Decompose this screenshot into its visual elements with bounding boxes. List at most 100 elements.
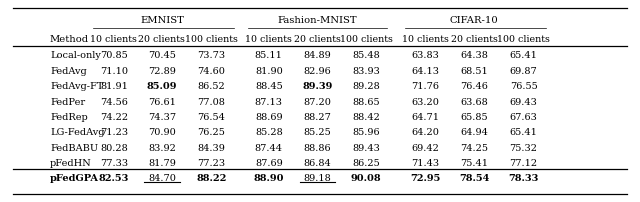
- Text: LG-FedAvg: LG-FedAvg: [50, 128, 104, 137]
- Text: 88.42: 88.42: [352, 112, 380, 121]
- Text: 84.89: 84.89: [303, 51, 332, 60]
- Text: 82.96: 82.96: [303, 66, 332, 75]
- Text: 76.25: 76.25: [197, 128, 225, 137]
- Text: 89.28: 89.28: [352, 82, 380, 91]
- Text: 75.32: 75.32: [509, 143, 538, 152]
- Text: 84.39: 84.39: [197, 143, 225, 152]
- Text: 88.69: 88.69: [255, 112, 283, 121]
- Text: 76.55: 76.55: [509, 82, 538, 91]
- Text: 84.70: 84.70: [148, 173, 176, 182]
- Text: 85.11: 85.11: [255, 51, 283, 60]
- Text: 88.22: 88.22: [196, 173, 227, 182]
- Text: 88.65: 88.65: [352, 97, 380, 106]
- Text: 68.51: 68.51: [460, 66, 488, 75]
- Text: 71.76: 71.76: [412, 82, 440, 91]
- Text: 72.95: 72.95: [410, 173, 441, 182]
- Text: 77.23: 77.23: [197, 158, 225, 167]
- Text: 100 clients: 100 clients: [497, 34, 550, 43]
- Text: 63.68: 63.68: [460, 97, 488, 106]
- Text: 87.13: 87.13: [255, 97, 283, 106]
- Text: pFedHN: pFedHN: [50, 158, 92, 167]
- Text: 86.84: 86.84: [303, 158, 332, 167]
- Text: 74.25: 74.25: [460, 143, 488, 152]
- Text: 85.28: 85.28: [255, 128, 283, 137]
- Text: 64.20: 64.20: [412, 128, 440, 137]
- Text: 71.43: 71.43: [412, 158, 440, 167]
- Text: FedRep: FedRep: [50, 112, 88, 121]
- Text: FedPer: FedPer: [50, 97, 85, 106]
- Text: 85.25: 85.25: [303, 128, 332, 137]
- Text: 100 clients: 100 clients: [185, 34, 237, 43]
- Text: FedBABU: FedBABU: [50, 143, 98, 152]
- Text: 77.08: 77.08: [197, 97, 225, 106]
- Text: 64.71: 64.71: [412, 112, 440, 121]
- Text: 100 clients: 100 clients: [340, 34, 392, 43]
- Text: 10 clients: 10 clients: [245, 34, 292, 43]
- Text: 74.22: 74.22: [100, 112, 128, 121]
- Text: 86.52: 86.52: [197, 82, 225, 91]
- Text: 85.48: 85.48: [352, 51, 380, 60]
- Text: FedAvg-FT: FedAvg-FT: [50, 82, 104, 91]
- Text: 63.20: 63.20: [412, 97, 440, 106]
- Text: Method: Method: [50, 34, 89, 43]
- Text: 20 clients: 20 clients: [138, 34, 186, 43]
- Text: 20 clients: 20 clients: [294, 34, 341, 43]
- Text: 76.46: 76.46: [460, 82, 488, 91]
- Text: 10 clients: 10 clients: [90, 34, 138, 43]
- Text: 71.23: 71.23: [100, 128, 128, 137]
- Text: 69.87: 69.87: [509, 66, 538, 75]
- Text: 88.27: 88.27: [303, 112, 332, 121]
- Text: 64.38: 64.38: [460, 51, 488, 60]
- Text: 70.45: 70.45: [148, 51, 176, 60]
- Text: 77.33: 77.33: [100, 158, 128, 167]
- Text: 10 clients: 10 clients: [402, 34, 449, 43]
- Text: 87.69: 87.69: [255, 158, 283, 167]
- Text: 67.63: 67.63: [509, 112, 538, 121]
- Text: 81.90: 81.90: [255, 66, 283, 75]
- Text: 69.43: 69.43: [509, 97, 538, 106]
- Text: 78.54: 78.54: [459, 173, 490, 182]
- Text: 77.12: 77.12: [509, 158, 538, 167]
- Text: 80.28: 80.28: [100, 143, 128, 152]
- Text: 73.73: 73.73: [197, 51, 225, 60]
- Text: FedAvg: FedAvg: [50, 66, 86, 75]
- Text: 85.09: 85.09: [147, 82, 177, 91]
- Text: 65.41: 65.41: [509, 51, 538, 60]
- Text: 70.90: 70.90: [148, 128, 176, 137]
- Text: 83.93: 83.93: [352, 66, 380, 75]
- Text: 70.85: 70.85: [100, 51, 128, 60]
- Text: 69.42: 69.42: [412, 143, 440, 152]
- Text: 85.96: 85.96: [352, 128, 380, 137]
- Text: 87.20: 87.20: [303, 97, 332, 106]
- Text: 63.83: 63.83: [412, 51, 440, 60]
- Text: 74.60: 74.60: [197, 66, 225, 75]
- Text: 76.61: 76.61: [148, 97, 176, 106]
- Text: 89.18: 89.18: [303, 173, 332, 182]
- Text: 86.25: 86.25: [352, 158, 380, 167]
- Text: Fashion-MNIST: Fashion-MNIST: [278, 16, 357, 25]
- Text: CIFAR-10: CIFAR-10: [450, 16, 499, 25]
- Text: 64.13: 64.13: [412, 66, 440, 75]
- Text: 88.90: 88.90: [253, 173, 284, 182]
- Text: 89.43: 89.43: [352, 143, 380, 152]
- Text: 89.39: 89.39: [302, 82, 333, 91]
- Text: 65.41: 65.41: [509, 128, 538, 137]
- Text: 88.45: 88.45: [255, 82, 283, 91]
- Text: Local-only: Local-only: [50, 51, 100, 60]
- Text: 74.37: 74.37: [148, 112, 176, 121]
- Text: 74.56: 74.56: [100, 97, 128, 106]
- Text: 72.89: 72.89: [148, 66, 176, 75]
- Text: 83.92: 83.92: [148, 143, 176, 152]
- Text: 65.85: 65.85: [460, 112, 488, 121]
- Text: pFedGPA: pFedGPA: [50, 173, 99, 182]
- Text: 71.10: 71.10: [100, 66, 128, 75]
- Text: 75.41: 75.41: [460, 158, 488, 167]
- Text: 90.08: 90.08: [351, 173, 381, 182]
- Text: 64.94: 64.94: [460, 128, 488, 137]
- Text: 81.79: 81.79: [148, 158, 176, 167]
- Text: 82.53: 82.53: [99, 173, 129, 182]
- Text: 78.33: 78.33: [508, 173, 539, 182]
- Text: 87.44: 87.44: [255, 143, 283, 152]
- Text: 76.54: 76.54: [197, 112, 225, 121]
- Text: 81.91: 81.91: [100, 82, 128, 91]
